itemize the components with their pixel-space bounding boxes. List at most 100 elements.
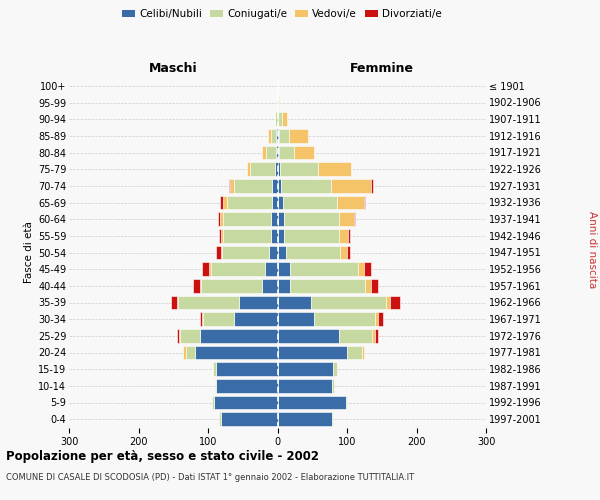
Bar bbox=[364, 262, 371, 276]
Bar bbox=[235, 312, 277, 326]
Bar bbox=[347, 246, 350, 260]
Bar bbox=[183, 346, 186, 360]
Bar bbox=[203, 312, 235, 326]
Bar bbox=[268, 129, 271, 142]
Bar bbox=[286, 246, 340, 260]
Text: COMUNE DI CASALE DI SCODOSIA (PD) - Dati ISTAT 1° gennaio 2002 - Elaborazione TU: COMUNE DI CASALE DI SCODOSIA (PD) - Dati… bbox=[6, 472, 414, 482]
Text: Femmine: Femmine bbox=[350, 62, 414, 75]
Bar bbox=[223, 229, 271, 242]
Bar bbox=[371, 279, 377, 292]
Bar bbox=[284, 229, 338, 242]
Bar bbox=[364, 196, 365, 209]
Bar bbox=[346, 396, 347, 409]
Bar bbox=[338, 229, 349, 242]
Text: Maschi: Maschi bbox=[149, 62, 197, 75]
Bar bbox=[200, 279, 201, 292]
Bar bbox=[332, 412, 333, 426]
Bar bbox=[202, 312, 203, 326]
Bar bbox=[311, 296, 386, 310]
Bar bbox=[275, 112, 277, 126]
Bar bbox=[277, 279, 290, 292]
Bar bbox=[209, 262, 211, 276]
Bar bbox=[271, 212, 277, 226]
Bar bbox=[277, 96, 278, 110]
Bar bbox=[217, 362, 277, 376]
Bar bbox=[283, 196, 337, 209]
Bar bbox=[193, 279, 200, 292]
Bar bbox=[171, 296, 177, 310]
Bar bbox=[217, 379, 277, 392]
Bar bbox=[279, 129, 289, 142]
Bar bbox=[186, 346, 196, 360]
Bar bbox=[277, 246, 286, 260]
Bar bbox=[179, 329, 180, 342]
Bar bbox=[220, 196, 223, 209]
Bar bbox=[386, 296, 390, 310]
Bar bbox=[221, 246, 222, 260]
Bar bbox=[338, 212, 354, 226]
Bar bbox=[177, 296, 178, 310]
Bar bbox=[230, 179, 234, 192]
Bar bbox=[358, 262, 364, 276]
Bar bbox=[314, 312, 375, 326]
Bar bbox=[212, 396, 214, 409]
Bar bbox=[284, 212, 338, 226]
Bar bbox=[219, 412, 221, 426]
Bar bbox=[223, 196, 227, 209]
Bar bbox=[200, 312, 202, 326]
Bar bbox=[280, 162, 318, 176]
Text: Anni di nascita: Anni di nascita bbox=[587, 212, 597, 288]
Bar bbox=[277, 396, 346, 409]
Bar bbox=[222, 246, 269, 260]
Bar bbox=[390, 296, 400, 310]
Bar bbox=[277, 146, 279, 160]
Bar bbox=[262, 279, 277, 292]
Bar bbox=[213, 362, 217, 376]
Bar bbox=[362, 346, 364, 360]
Bar bbox=[234, 179, 272, 192]
Bar bbox=[214, 396, 277, 409]
Bar bbox=[277, 379, 332, 392]
Bar bbox=[377, 312, 383, 326]
Bar bbox=[227, 196, 272, 209]
Bar bbox=[277, 196, 283, 209]
Bar bbox=[318, 162, 351, 176]
Bar bbox=[372, 329, 375, 342]
Bar bbox=[277, 412, 332, 426]
Bar bbox=[211, 262, 265, 276]
Bar bbox=[290, 279, 365, 292]
Bar bbox=[275, 162, 277, 176]
Bar bbox=[349, 229, 350, 242]
Bar bbox=[178, 296, 239, 310]
Bar bbox=[201, 279, 262, 292]
Bar bbox=[262, 146, 266, 160]
Bar bbox=[277, 212, 284, 226]
Bar bbox=[277, 179, 281, 192]
Bar bbox=[276, 146, 277, 160]
Bar bbox=[277, 229, 284, 242]
Bar bbox=[215, 246, 221, 260]
Bar bbox=[271, 129, 276, 142]
Bar bbox=[278, 96, 279, 110]
Legend: Celibi/Nubili, Coniugati/e, Vedovi/e, Divorziati/e: Celibi/Nubili, Coniugati/e, Vedovi/e, Di… bbox=[118, 5, 446, 24]
Bar bbox=[223, 212, 271, 226]
Bar bbox=[277, 362, 333, 376]
Bar bbox=[294, 146, 314, 160]
Bar bbox=[178, 329, 179, 342]
Bar bbox=[277, 312, 314, 326]
Bar bbox=[333, 362, 337, 376]
Bar bbox=[347, 346, 362, 360]
Bar bbox=[202, 262, 209, 276]
Bar bbox=[247, 162, 250, 176]
Bar bbox=[281, 112, 287, 126]
Bar bbox=[180, 329, 200, 342]
Bar bbox=[272, 196, 277, 209]
Bar bbox=[221, 412, 277, 426]
Bar bbox=[340, 246, 347, 260]
Bar bbox=[289, 129, 308, 142]
Bar bbox=[277, 112, 278, 126]
Bar bbox=[375, 329, 377, 342]
Bar bbox=[220, 212, 223, 226]
Bar bbox=[277, 129, 279, 142]
Bar bbox=[239, 296, 277, 310]
